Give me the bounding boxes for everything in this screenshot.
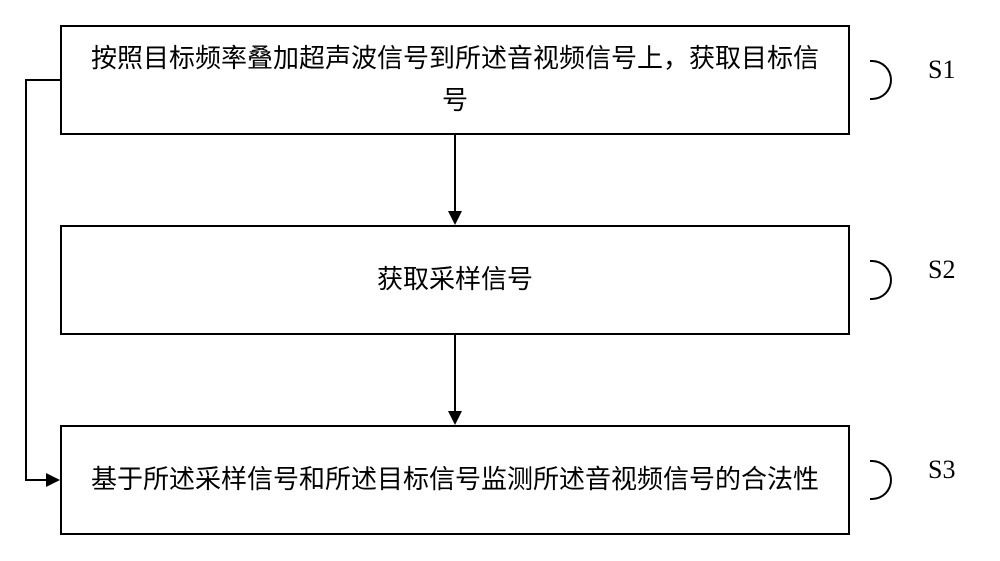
feedback-edge-top-h (25, 79, 60, 81)
edge-s2-s3-line (454, 335, 456, 411)
node-s2-label: S2 (928, 255, 955, 285)
feedback-edge-vert (25, 79, 27, 481)
node-s1-label: S1 (928, 55, 955, 85)
flowchart-container: 按照目标频率叠加超声波信号到所述音视频信号上，获取目标信号 S1 获取采样信号 … (0, 0, 1000, 561)
flowchart-node-s3: 基于所述采样信号和所述目标信号监测所述音视频信号的合法性 (60, 425, 850, 535)
edge-s2-s3-head (448, 411, 462, 425)
edge-s1-s2-line (454, 135, 456, 211)
feedback-edge-bottom-h (25, 479, 46, 481)
node-s1-text: 按照目标频率叠加超声波信号到所述音视频信号上，获取目标信号 (82, 38, 828, 121)
label-connector-s3 (870, 460, 892, 500)
node-s3-label: S3 (928, 455, 955, 485)
flowchart-node-s1: 按照目标频率叠加超声波信号到所述音视频信号上，获取目标信号 (60, 25, 850, 135)
node-s2-text: 获取采样信号 (377, 259, 533, 301)
label-connector-s1 (870, 60, 892, 100)
flowchart-node-s2: 获取采样信号 (60, 225, 850, 335)
label-connector-s2 (870, 260, 892, 300)
node-s3-text: 基于所述采样信号和所述目标信号监测所述音视频信号的合法性 (91, 459, 819, 501)
feedback-edge-head (46, 473, 60, 487)
edge-s1-s2-head (448, 211, 462, 225)
